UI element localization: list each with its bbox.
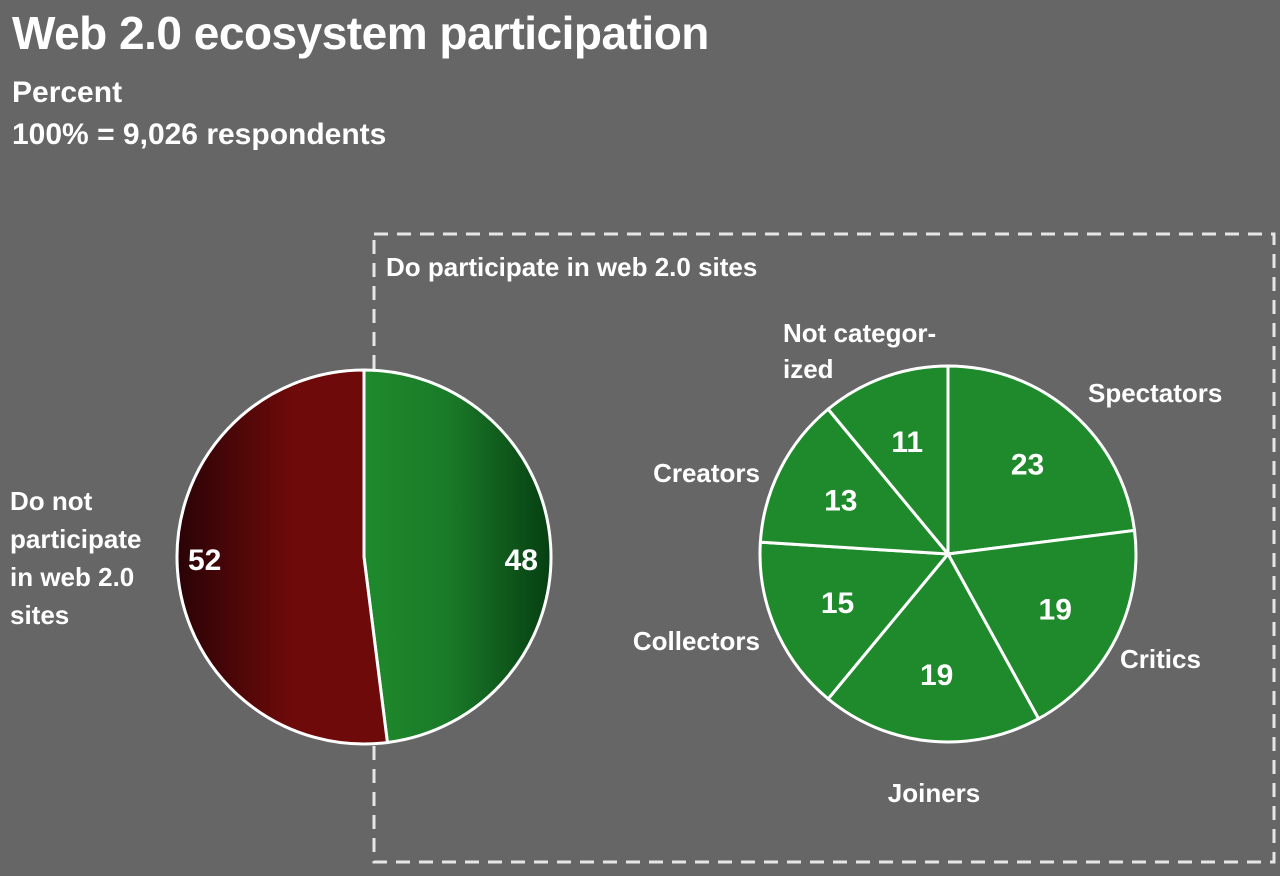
value-label-do-not-participate-in-web-2-0-sites: 52 (188, 544, 221, 577)
participants-breakdown-pie: 23 Spectators 19 Critics 19 Joiners 15 Collecto… (633, 318, 1223, 808)
value-label-collectors: 15 (821, 587, 854, 620)
value-label-do-participate-in-web-2-0-sites: 48 (505, 544, 538, 577)
category-label-spectators: Spectators (1088, 378, 1222, 408)
participate-group-label: Do participate in web 2.0 sites (386, 252, 758, 282)
chart-subtitle-unit: Percent (12, 76, 123, 109)
value-label-joiners: 19 (920, 659, 953, 692)
category-label-creators: Creators (653, 458, 760, 488)
slice-do-not-participate-in-web-2-0-sites (175, 368, 390, 746)
slice-do-participate-in-web-2-0-sites (362, 368, 553, 745)
value-label-critics: 19 (1039, 594, 1072, 627)
participation-pie: 48 52 (175, 368, 553, 746)
category-label-joiners: Joiners (888, 778, 981, 808)
slice-joiners (826, 551, 1041, 744)
chart-subtitle-base: 100% = 9,026 respondents (12, 118, 387, 151)
slice-creators (758, 407, 952, 556)
slice-critics (945, 528, 1138, 721)
value-label-not-categor-ized: 11 (891, 426, 923, 459)
slice-not-categor-ized (826, 364, 950, 559)
chart-title: Web 2.0 ecosystem participation (12, 7, 709, 59)
category-label-not-categor-ized: Not categor-ized (783, 318, 936, 384)
category-label-critics: Critics (1120, 644, 1201, 674)
value-label-spectators: 23 (1011, 449, 1044, 482)
category-label-collectors: Collectors (633, 626, 760, 656)
slice-collectors (758, 540, 952, 701)
slice-spectators (946, 364, 1137, 556)
value-label-creators: 13 (824, 484, 857, 517)
not-participate-label: Do not participate in web 2.0 sites (10, 486, 142, 630)
